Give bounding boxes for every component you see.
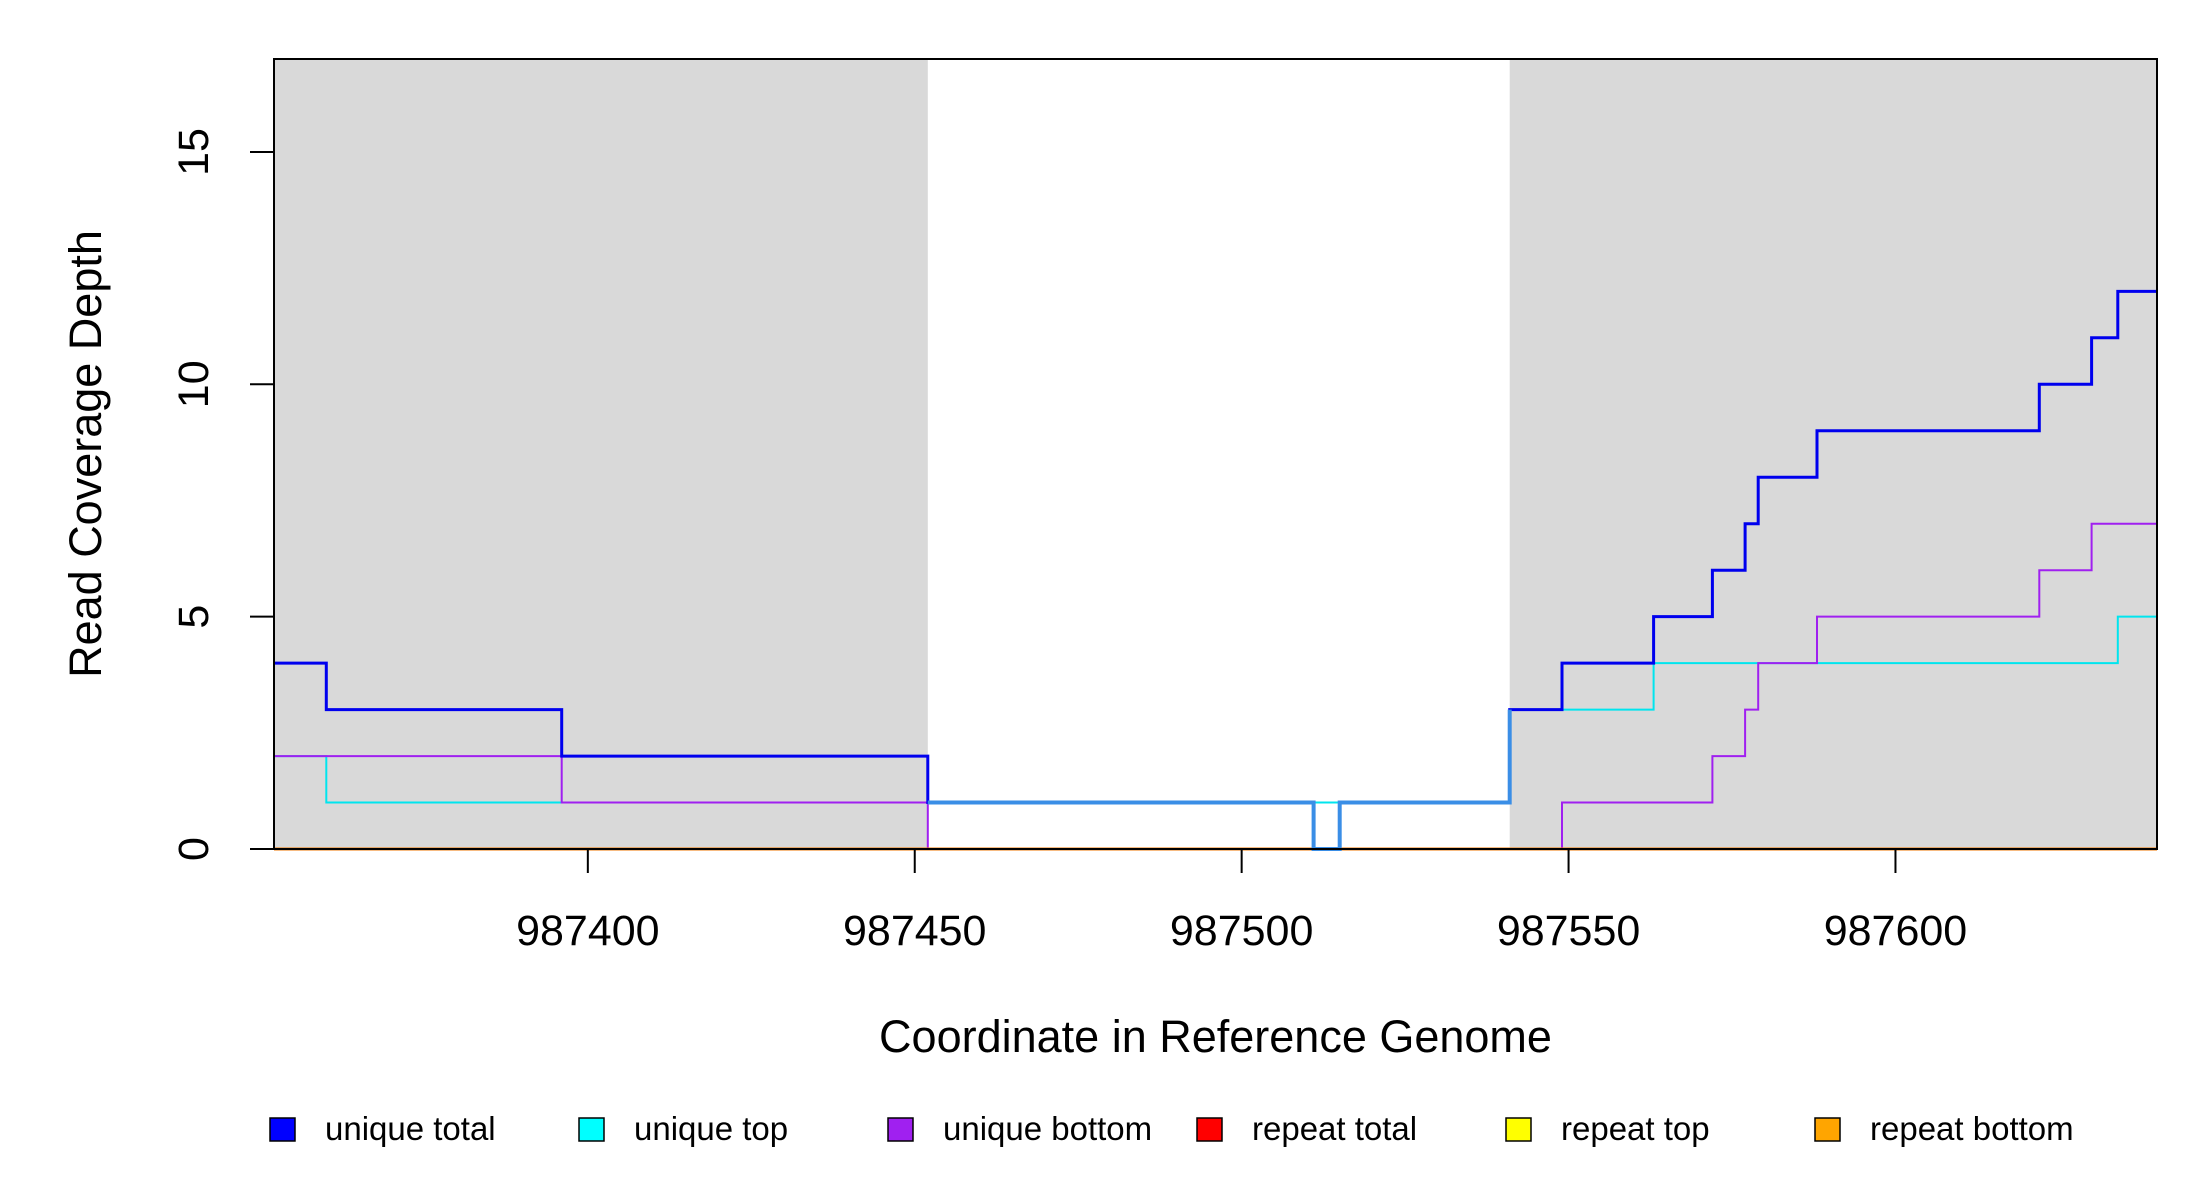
legend-swatch [1196, 1117, 1223, 1142]
legend-swatch [887, 1117, 914, 1142]
series-line-unique-total-overlay [927, 709, 1512, 851]
legend-swatch [1505, 1117, 1532, 1142]
shaded-region-2 [1509, 59, 2157, 849]
x-tick-label: 987400 [516, 907, 660, 955]
legend-label: unique top [634, 1110, 788, 1147]
y-axis: 0 5 10 15 [170, 128, 274, 861]
y-tick-label: 15 [170, 128, 218, 176]
x-tick-label: 987600 [1824, 907, 1968, 955]
legend-label: repeat top [1561, 1110, 1710, 1147]
legend: unique total unique top unique bottom repea… [269, 1110, 2074, 1147]
plot-frame [273, 58, 2158, 850]
legend-swatch [269, 1117, 296, 1142]
legend-swatch [578, 1117, 605, 1142]
legend-swatch [1814, 1117, 1841, 1142]
x-tick-label: 987550 [1497, 907, 1641, 955]
y-axis-title: Read Coverage Depth [60, 230, 111, 678]
legend-label: unique bottom [943, 1110, 1152, 1147]
shaded-regions [274, 59, 2157, 849]
legend-label: repeat bottom [1870, 1110, 2074, 1147]
legend-label: unique total [325, 1110, 496, 1147]
series-line-unique-bottom [274, 522, 2157, 850]
x-axis-title: Coordinate in Reference Genome [879, 1011, 1552, 1062]
legend-label: repeat total [1252, 1110, 1417, 1147]
y-tick-label: 0 [170, 837, 218, 861]
x-tick-label: 987450 [843, 907, 987, 955]
x-axis: 987400 987450 987500 987550 987600 [516, 849, 1967, 955]
y-tick-label: 10 [170, 360, 218, 408]
y-tick-label: 5 [170, 605, 218, 629]
x-tick-label: 987500 [1170, 907, 1314, 955]
shaded-region-1 [274, 59, 928, 849]
series-line-unique-total [274, 289, 2157, 851]
